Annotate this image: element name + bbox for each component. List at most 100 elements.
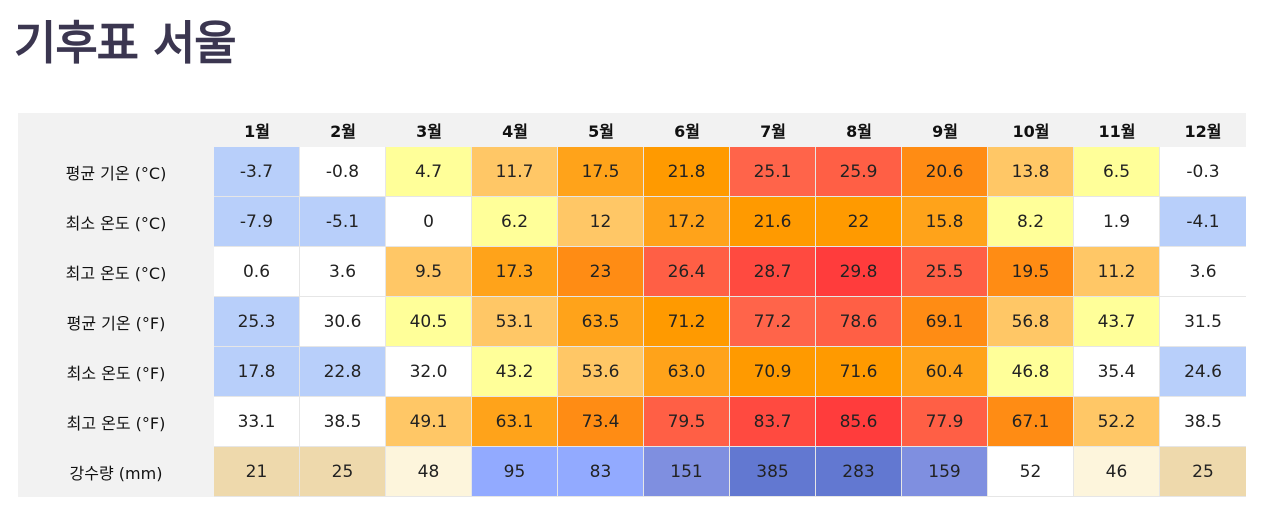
data-cell: 63.0 xyxy=(644,347,730,397)
month-header: 7월 xyxy=(730,113,816,147)
row-label: 최소 온도 (°C) xyxy=(18,197,214,247)
table-row: 최고 온도 (°C) 0.6 3.6 9.5 17.3 23 26.4 28.7 29.8 25.… xyxy=(18,247,1246,297)
data-cell: 43.7 xyxy=(1074,297,1160,347)
data-cell: 31.5 xyxy=(1160,297,1246,347)
month-header: 11월 xyxy=(1074,113,1160,147)
data-cell: 0 xyxy=(386,197,472,247)
data-cell: 0.6 xyxy=(214,247,300,297)
data-cell: 25 xyxy=(300,447,386,497)
data-cell: 63.5 xyxy=(558,297,644,347)
data-cell: 3.6 xyxy=(1160,247,1246,297)
data-cell: 79.5 xyxy=(644,397,730,447)
data-cell: 38.5 xyxy=(1160,397,1246,447)
data-cell: 69.1 xyxy=(902,297,988,347)
table-row: 최소 온도 (°C) -7.9 -5.1 0 6.2 12 17.2 21.6 22 15.8 8.… xyxy=(18,197,1246,247)
data-cell: 71.6 xyxy=(816,347,902,397)
table-row: 평균 기온 (°F) 25.3 30.6 40.5 53.1 63.5 71.2 77.2 78… xyxy=(18,297,1246,347)
data-cell: 35.4 xyxy=(1074,347,1160,397)
data-cell: 67.1 xyxy=(988,397,1074,447)
data-cell: 30.6 xyxy=(300,297,386,347)
climate-table: 1월 2월 3월 4월 5월 6월 7월 8월 9월 10월 11월 12월 평… xyxy=(18,113,1246,497)
data-cell: 52 xyxy=(988,447,1074,497)
data-cell: 85.6 xyxy=(816,397,902,447)
data-cell: 22.8 xyxy=(300,347,386,397)
data-cell: 60.4 xyxy=(902,347,988,397)
data-cell: 78.6 xyxy=(816,297,902,347)
row-label: 최소 온도 (°F) xyxy=(18,347,214,397)
month-header: 6월 xyxy=(644,113,730,147)
month-header: 8월 xyxy=(816,113,902,147)
data-cell: -7.9 xyxy=(214,197,300,247)
data-cell: 70.9 xyxy=(730,347,816,397)
month-header: 12월 xyxy=(1160,113,1246,147)
month-header: 5월 xyxy=(558,113,644,147)
data-cell: 21.6 xyxy=(730,197,816,247)
data-cell: 11.2 xyxy=(1074,247,1160,297)
data-cell: 46.8 xyxy=(988,347,1074,397)
data-cell: 43.2 xyxy=(472,347,558,397)
data-cell: 6.5 xyxy=(1074,147,1160,197)
data-cell: 25.1 xyxy=(730,147,816,197)
data-cell: 385 xyxy=(730,447,816,497)
data-cell: 25 xyxy=(1160,447,1246,497)
data-cell: 73.4 xyxy=(558,397,644,447)
data-cell: 159 xyxy=(902,447,988,497)
data-cell: 25.9 xyxy=(816,147,902,197)
data-cell: 283 xyxy=(816,447,902,497)
data-cell: 53.6 xyxy=(558,347,644,397)
data-cell: -0.8 xyxy=(300,147,386,197)
month-header: 4월 xyxy=(472,113,558,147)
data-cell: 63.1 xyxy=(472,397,558,447)
corner-cell xyxy=(18,113,214,147)
data-cell: 95 xyxy=(472,447,558,497)
data-cell: 17.3 xyxy=(472,247,558,297)
data-cell: 151 xyxy=(644,447,730,497)
data-cell: 17.5 xyxy=(558,147,644,197)
data-cell: 52.2 xyxy=(1074,397,1160,447)
data-cell: 6.2 xyxy=(472,197,558,247)
data-cell: 32.0 xyxy=(386,347,472,397)
page-title: 기후표 서울 xyxy=(14,16,237,70)
data-cell: 53.1 xyxy=(472,297,558,347)
table-row: 최고 온도 (°F) 33.1 38.5 49.1 63.1 73.4 79.5 83.7 85… xyxy=(18,397,1246,447)
data-cell: 19.5 xyxy=(988,247,1074,297)
data-cell: 21 xyxy=(214,447,300,497)
data-cell: 33.1 xyxy=(214,397,300,447)
data-cell: 22 xyxy=(816,197,902,247)
data-cell: 77.9 xyxy=(902,397,988,447)
data-cell: 21.8 xyxy=(644,147,730,197)
data-cell: 25.5 xyxy=(902,247,988,297)
data-cell: 83 xyxy=(558,447,644,497)
data-cell: 1.9 xyxy=(1074,197,1160,247)
data-cell: 3.6 xyxy=(300,247,386,297)
month-header-row: 1월 2월 3월 4월 5월 6월 7월 8월 9월 10월 11월 12월 xyxy=(18,113,1246,147)
data-cell: 15.8 xyxy=(902,197,988,247)
row-label: 최고 온도 (°F) xyxy=(18,397,214,447)
data-cell: 12 xyxy=(558,197,644,247)
data-cell: -3.7 xyxy=(214,147,300,197)
data-cell: 83.7 xyxy=(730,397,816,447)
month-header: 10월 xyxy=(988,113,1074,147)
table-row: 평균 기온 (°C) -3.7 -0.8 4.7 11.7 17.5 21.8 25.1 25.… xyxy=(18,147,1246,197)
data-cell: 48 xyxy=(386,447,472,497)
row-label: 평균 기온 (°F) xyxy=(18,297,214,347)
table-row: 최소 온도 (°F) 17.8 22.8 32.0 43.2 53.6 63.0 70.9 71… xyxy=(18,347,1246,397)
data-cell: 8.2 xyxy=(988,197,1074,247)
data-cell: -5.1 xyxy=(300,197,386,247)
data-cell: 20.6 xyxy=(902,147,988,197)
month-header: 2월 xyxy=(300,113,386,147)
data-cell: 13.8 xyxy=(988,147,1074,197)
month-header: 3월 xyxy=(386,113,472,147)
month-header: 1월 xyxy=(214,113,300,147)
row-label: 강수량 (mm) xyxy=(18,447,214,497)
data-cell: 24.6 xyxy=(1160,347,1246,397)
data-cell: 40.5 xyxy=(386,297,472,347)
data-cell: 17.8 xyxy=(214,347,300,397)
data-cell: 11.7 xyxy=(472,147,558,197)
data-cell: 29.8 xyxy=(816,247,902,297)
data-cell: 46 xyxy=(1074,447,1160,497)
data-cell: 71.2 xyxy=(644,297,730,347)
data-cell: -4.1 xyxy=(1160,197,1246,247)
row-label: 평균 기온 (°C) xyxy=(18,147,214,197)
data-cell: 9.5 xyxy=(386,247,472,297)
